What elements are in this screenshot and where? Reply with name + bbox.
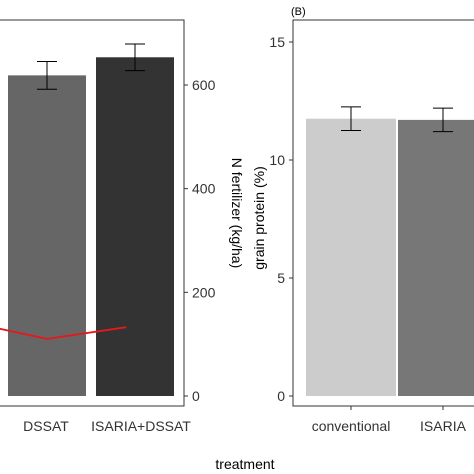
panel-a-bar xyxy=(96,57,174,396)
panel-b-y-tick-label: 10 xyxy=(269,152,285,168)
panel-b-y-tick-label: 5 xyxy=(277,270,285,286)
panel-a-y-tick-label: 0 xyxy=(192,388,200,404)
panel-b-x-tick-label: conventional xyxy=(312,418,391,434)
panel-b-bar xyxy=(306,118,396,396)
panel-a-y-tick-label: 600 xyxy=(192,77,216,93)
panel-a-y-axis-title: N fertilizer (kg/ha) xyxy=(229,158,245,268)
panel-b-y-tick-label: 15 xyxy=(269,34,285,50)
x-axis-title: treatment xyxy=(215,456,274,472)
panel-b-x-tick-label: ISARIA xyxy=(420,418,467,434)
panel-a-x-tick-label: ISARIA+DSSAT xyxy=(91,418,191,434)
panel-a-x-tick-label: DSSAT xyxy=(23,418,69,434)
panel-b-y-axis-title: grain protein (%) xyxy=(251,166,267,270)
panel-a-y-tick-label: 200 xyxy=(192,284,216,300)
panel-b-y-tick-label: 0 xyxy=(277,388,285,404)
panel-b-tag: (B) xyxy=(291,6,306,18)
panel-a-bar xyxy=(8,75,86,396)
panel-a-n-fertilizer-line xyxy=(0,326,127,340)
panel-a-y-tick-label: 400 xyxy=(192,181,216,197)
panel-b-grain-protein: (B) conventional ISARIA 0 5 10 15 grain protein… xyxy=(251,6,474,434)
panel-b-bar xyxy=(398,119,474,396)
